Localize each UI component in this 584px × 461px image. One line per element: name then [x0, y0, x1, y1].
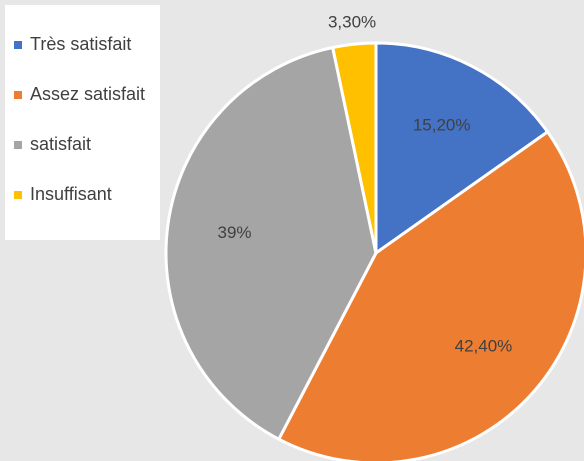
data-label: 3,30% [328, 13, 376, 32]
legend-box [5, 5, 160, 240]
legend-swatch [14, 141, 22, 149]
data-label: 42,40% [455, 336, 513, 355]
data-label: 15,20% [413, 116, 471, 135]
legend-label: satisfait [30, 134, 91, 154]
pie-slice [276, 129, 584, 461]
legend-swatch [14, 41, 22, 49]
data-label: 39% [218, 223, 252, 242]
pie-slice [330, 41, 378, 254]
legend-swatch [14, 91, 22, 99]
legend-label: Très satisfait [30, 34, 131, 54]
legend-label: Assez satisfait [30, 84, 145, 104]
pie-slice [374, 41, 550, 256]
legend-label: Insuffisant [30, 184, 112, 204]
legend-swatch [14, 191, 22, 199]
pie-slice [164, 45, 378, 442]
